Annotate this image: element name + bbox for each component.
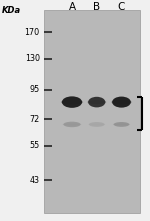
Text: B: B bbox=[93, 2, 100, 12]
Ellipse shape bbox=[63, 122, 81, 127]
Text: 72: 72 bbox=[30, 115, 40, 124]
Text: A: A bbox=[68, 2, 76, 12]
Text: 170: 170 bbox=[25, 28, 40, 36]
Ellipse shape bbox=[63, 123, 81, 126]
Text: 95: 95 bbox=[30, 85, 40, 94]
Ellipse shape bbox=[113, 124, 130, 125]
Ellipse shape bbox=[88, 124, 105, 125]
Ellipse shape bbox=[61, 100, 83, 104]
Ellipse shape bbox=[114, 122, 129, 127]
Ellipse shape bbox=[62, 96, 82, 108]
Ellipse shape bbox=[88, 97, 105, 107]
Text: C: C bbox=[118, 2, 125, 12]
Text: 130: 130 bbox=[25, 54, 40, 63]
Text: 55: 55 bbox=[30, 141, 40, 150]
Bar bbox=[44, 10, 140, 213]
Ellipse shape bbox=[111, 100, 132, 104]
Ellipse shape bbox=[112, 97, 131, 108]
Ellipse shape bbox=[89, 122, 105, 127]
Text: 43: 43 bbox=[30, 176, 40, 185]
Text: KDa: KDa bbox=[2, 6, 21, 15]
Ellipse shape bbox=[87, 100, 106, 104]
